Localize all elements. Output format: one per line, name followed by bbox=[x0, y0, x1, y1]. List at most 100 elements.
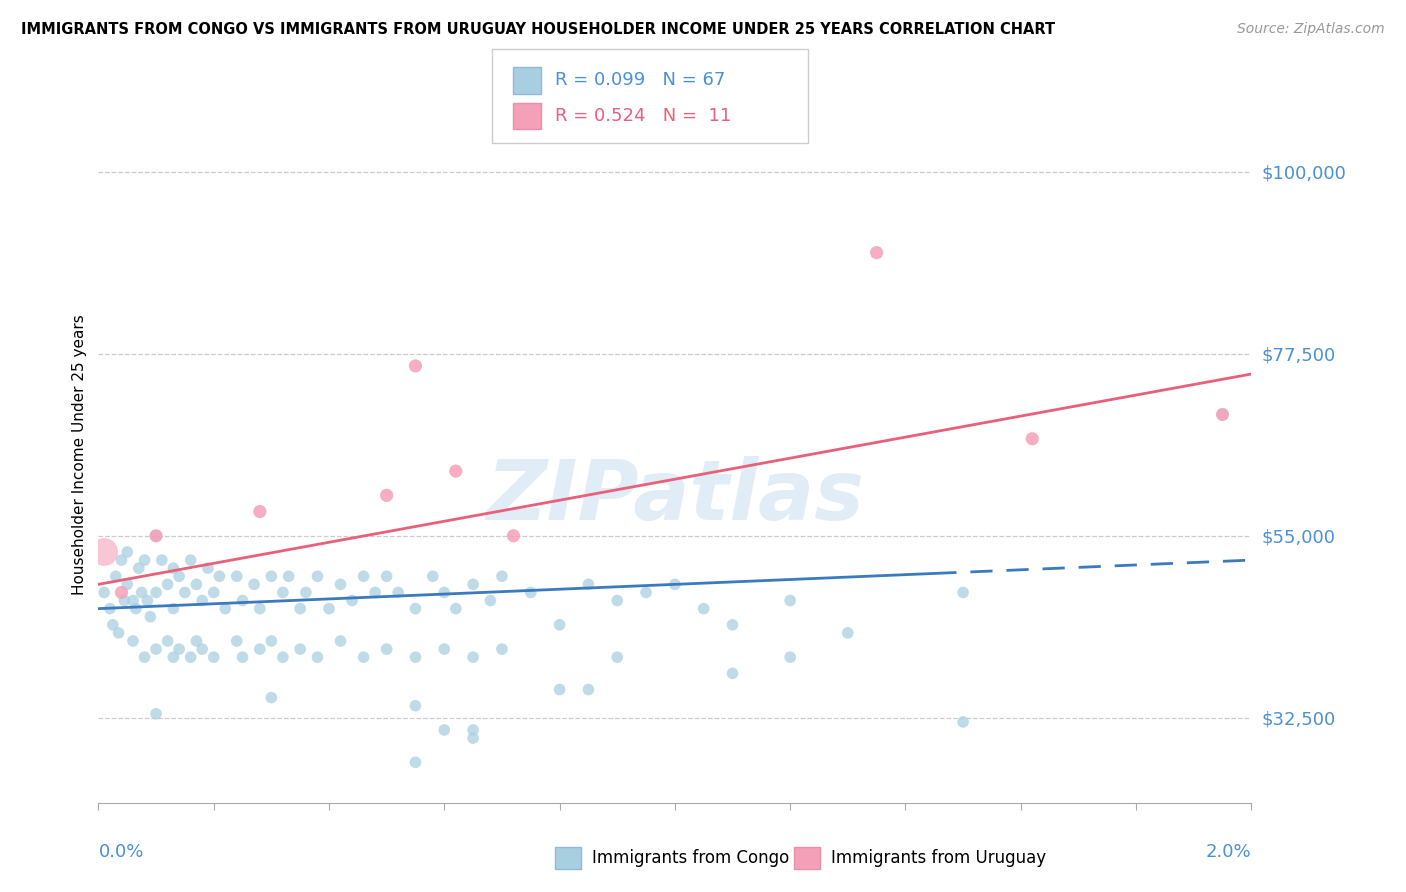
Point bbox=[866, 245, 889, 260]
Point bbox=[145, 585, 167, 599]
Point bbox=[693, 601, 716, 615]
Point bbox=[249, 642, 271, 657]
Point bbox=[107, 626, 129, 640]
Point bbox=[444, 601, 467, 615]
Text: Source: ZipAtlas.com: Source: ZipAtlas.com bbox=[1237, 22, 1385, 37]
Point bbox=[307, 569, 329, 583]
Point bbox=[231, 593, 254, 607]
Point bbox=[122, 634, 145, 648]
Text: R = 0.524   N =  11: R = 0.524 N = 11 bbox=[555, 107, 731, 125]
Point bbox=[329, 577, 352, 591]
Point bbox=[295, 585, 318, 599]
Text: IMMIGRANTS FROM CONGO VS IMMIGRANTS FROM URUGUAY HOUSEHOLDER INCOME UNDER 25 YEA: IMMIGRANTS FROM CONGO VS IMMIGRANTS FROM… bbox=[21, 22, 1056, 37]
Point bbox=[779, 593, 801, 607]
Point bbox=[461, 723, 484, 737]
Point bbox=[405, 756, 427, 770]
Point bbox=[548, 617, 571, 632]
Point bbox=[208, 569, 231, 583]
Point bbox=[180, 650, 202, 665]
Point bbox=[243, 577, 266, 591]
Point bbox=[307, 650, 329, 665]
Point bbox=[479, 593, 502, 607]
Point bbox=[290, 642, 312, 657]
Point bbox=[664, 577, 686, 591]
Point bbox=[260, 634, 283, 648]
Y-axis label: Householder Income Under 25 years: Householder Income Under 25 years bbox=[72, 315, 87, 595]
Point bbox=[375, 642, 398, 657]
Point bbox=[162, 601, 184, 615]
Point bbox=[156, 634, 179, 648]
Point bbox=[202, 585, 225, 599]
Point bbox=[191, 642, 214, 657]
Point bbox=[491, 642, 513, 657]
Point bbox=[405, 698, 427, 713]
Point bbox=[329, 634, 352, 648]
Point bbox=[131, 585, 153, 599]
Point bbox=[387, 585, 409, 599]
Point bbox=[134, 553, 156, 567]
Point bbox=[167, 569, 190, 583]
Point bbox=[721, 666, 744, 681]
Point bbox=[405, 650, 427, 665]
Point bbox=[277, 569, 299, 583]
Point bbox=[461, 650, 484, 665]
Point bbox=[186, 577, 208, 591]
Point bbox=[461, 731, 484, 745]
Point bbox=[606, 593, 628, 607]
Text: R = 0.099   N = 67: R = 0.099 N = 67 bbox=[555, 71, 725, 89]
Point bbox=[162, 561, 184, 575]
Point bbox=[125, 601, 148, 615]
Point bbox=[167, 642, 190, 657]
Point bbox=[548, 682, 571, 697]
Point bbox=[340, 593, 363, 607]
Point bbox=[779, 650, 801, 665]
Point bbox=[353, 569, 375, 583]
Point bbox=[197, 561, 219, 575]
Point bbox=[375, 488, 398, 502]
Point bbox=[405, 359, 427, 373]
Point bbox=[433, 642, 456, 657]
Point bbox=[191, 593, 214, 607]
Point bbox=[145, 706, 167, 721]
Point bbox=[375, 569, 398, 583]
Point bbox=[576, 682, 599, 697]
Point bbox=[271, 585, 294, 599]
Point bbox=[271, 650, 294, 665]
Point bbox=[606, 650, 628, 665]
Point bbox=[405, 601, 427, 615]
Text: ZIPatlas: ZIPatlas bbox=[486, 456, 863, 537]
Point bbox=[502, 529, 524, 543]
Point bbox=[249, 504, 271, 518]
Point bbox=[202, 650, 225, 665]
Point bbox=[145, 529, 167, 543]
Point bbox=[837, 626, 859, 640]
Point bbox=[93, 545, 115, 559]
Point bbox=[952, 585, 974, 599]
Point bbox=[150, 553, 173, 567]
Point bbox=[636, 585, 658, 599]
Point bbox=[519, 585, 541, 599]
Point bbox=[180, 553, 202, 567]
Point bbox=[136, 593, 159, 607]
Point bbox=[214, 601, 236, 615]
Point bbox=[112, 593, 135, 607]
Point bbox=[117, 545, 138, 559]
Point bbox=[491, 569, 513, 583]
Text: Immigrants from Uruguay: Immigrants from Uruguay bbox=[831, 849, 1046, 867]
Point bbox=[231, 650, 254, 665]
Point bbox=[225, 634, 247, 648]
Point bbox=[318, 601, 340, 615]
Point bbox=[225, 569, 247, 583]
Point bbox=[576, 577, 599, 591]
Point bbox=[290, 601, 312, 615]
Point bbox=[260, 690, 283, 705]
Point bbox=[364, 585, 387, 599]
Point bbox=[101, 617, 124, 632]
Point bbox=[117, 577, 138, 591]
Point bbox=[433, 585, 456, 599]
Point bbox=[353, 650, 375, 665]
Point bbox=[145, 642, 167, 657]
Point bbox=[249, 601, 271, 615]
Point bbox=[260, 569, 283, 583]
Point bbox=[444, 464, 467, 478]
